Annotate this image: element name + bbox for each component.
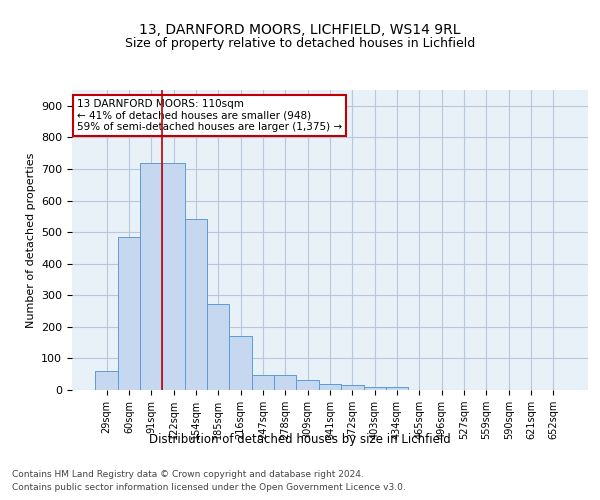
Bar [163,164,185,390]
Bar [274,375,296,390]
Bar [140,164,163,390]
Text: Contains public sector information licensed under the Open Government Licence v3: Contains public sector information licen… [12,482,406,492]
Bar [229,336,252,390]
Bar [95,371,118,390]
Text: Contains HM Land Registry data © Crown copyright and database right 2024.: Contains HM Land Registry data © Crown c… [12,470,364,479]
Text: Distribution of detached houses by size in Lichfield: Distribution of detached houses by size … [149,432,451,446]
Bar [364,388,386,390]
Bar [296,380,319,390]
Text: Size of property relative to detached houses in Lichfield: Size of property relative to detached ho… [125,38,475,51]
Bar [386,388,408,390]
Y-axis label: Number of detached properties: Number of detached properties [26,152,35,328]
Text: 13 DARNFORD MOORS: 110sqm
← 41% of detached houses are smaller (948)
59% of semi: 13 DARNFORD MOORS: 110sqm ← 41% of detac… [77,99,342,132]
Bar [207,304,229,390]
Bar [341,386,364,390]
Bar [252,375,274,390]
Bar [185,218,207,390]
Bar [319,384,341,390]
Bar [118,238,140,390]
Text: 13, DARNFORD MOORS, LICHFIELD, WS14 9RL: 13, DARNFORD MOORS, LICHFIELD, WS14 9RL [139,22,461,36]
